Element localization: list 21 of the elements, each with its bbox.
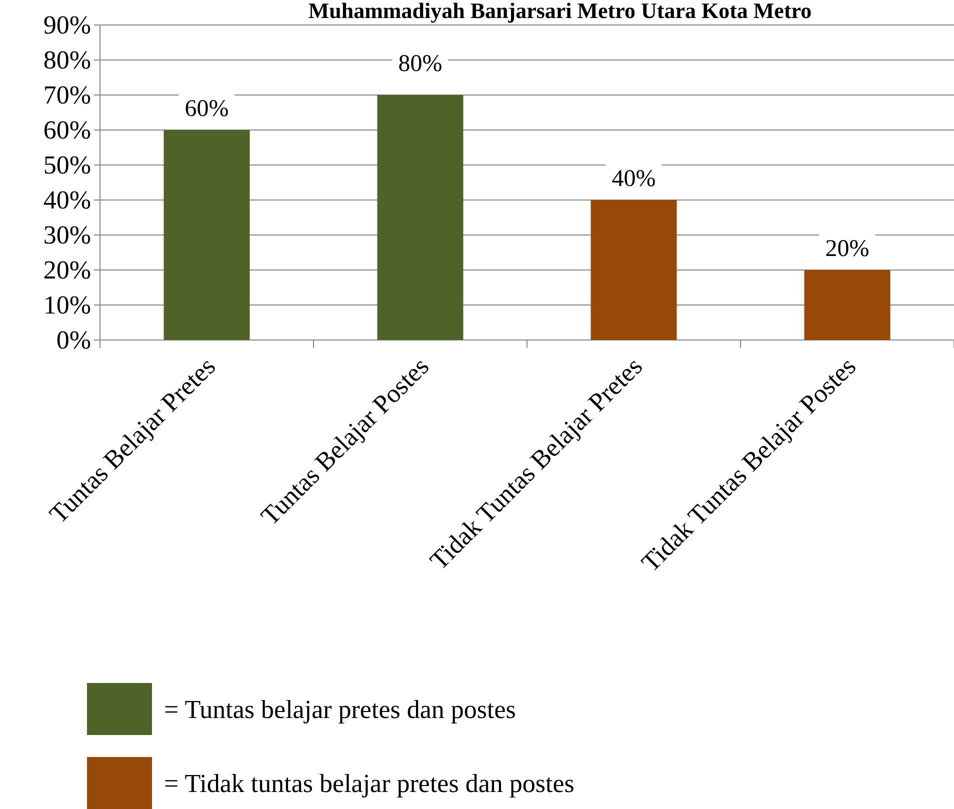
y-tick-label: 40% [43, 185, 91, 214]
y-tick-label: 50% [43, 150, 91, 180]
y-tick-label: 20% [43, 255, 91, 284]
y-tick-label: 60% [43, 115, 91, 144]
bar [590, 200, 677, 340]
legend-label: = Tidak tuntas belajar pretes dan postes [164, 769, 574, 798]
bar [804, 270, 890, 340]
y-tick-label: 90% [43, 10, 91, 40]
y-tick-label: 80% [43, 45, 91, 74]
data-label: 20% [825, 236, 870, 262]
y-tick-label: 10% [43, 290, 91, 320]
y-tick-label: 0% [56, 325, 91, 354]
data-label: 40% [612, 166, 656, 192]
bar [164, 130, 250, 340]
y-tick-label: 30% [43, 220, 91, 250]
legend-label: = Tuntas belajar pretes dan postes [164, 695, 516, 724]
chart-title: Muhammadiyah Banjarsari Metro Utara Kota Metro [308, 0, 812, 23]
data-label: 60% [184, 96, 229, 122]
annotation: 80% [398, 51, 442, 77]
bar [377, 95, 464, 340]
y-tick-label: 70% [43, 80, 91, 110]
